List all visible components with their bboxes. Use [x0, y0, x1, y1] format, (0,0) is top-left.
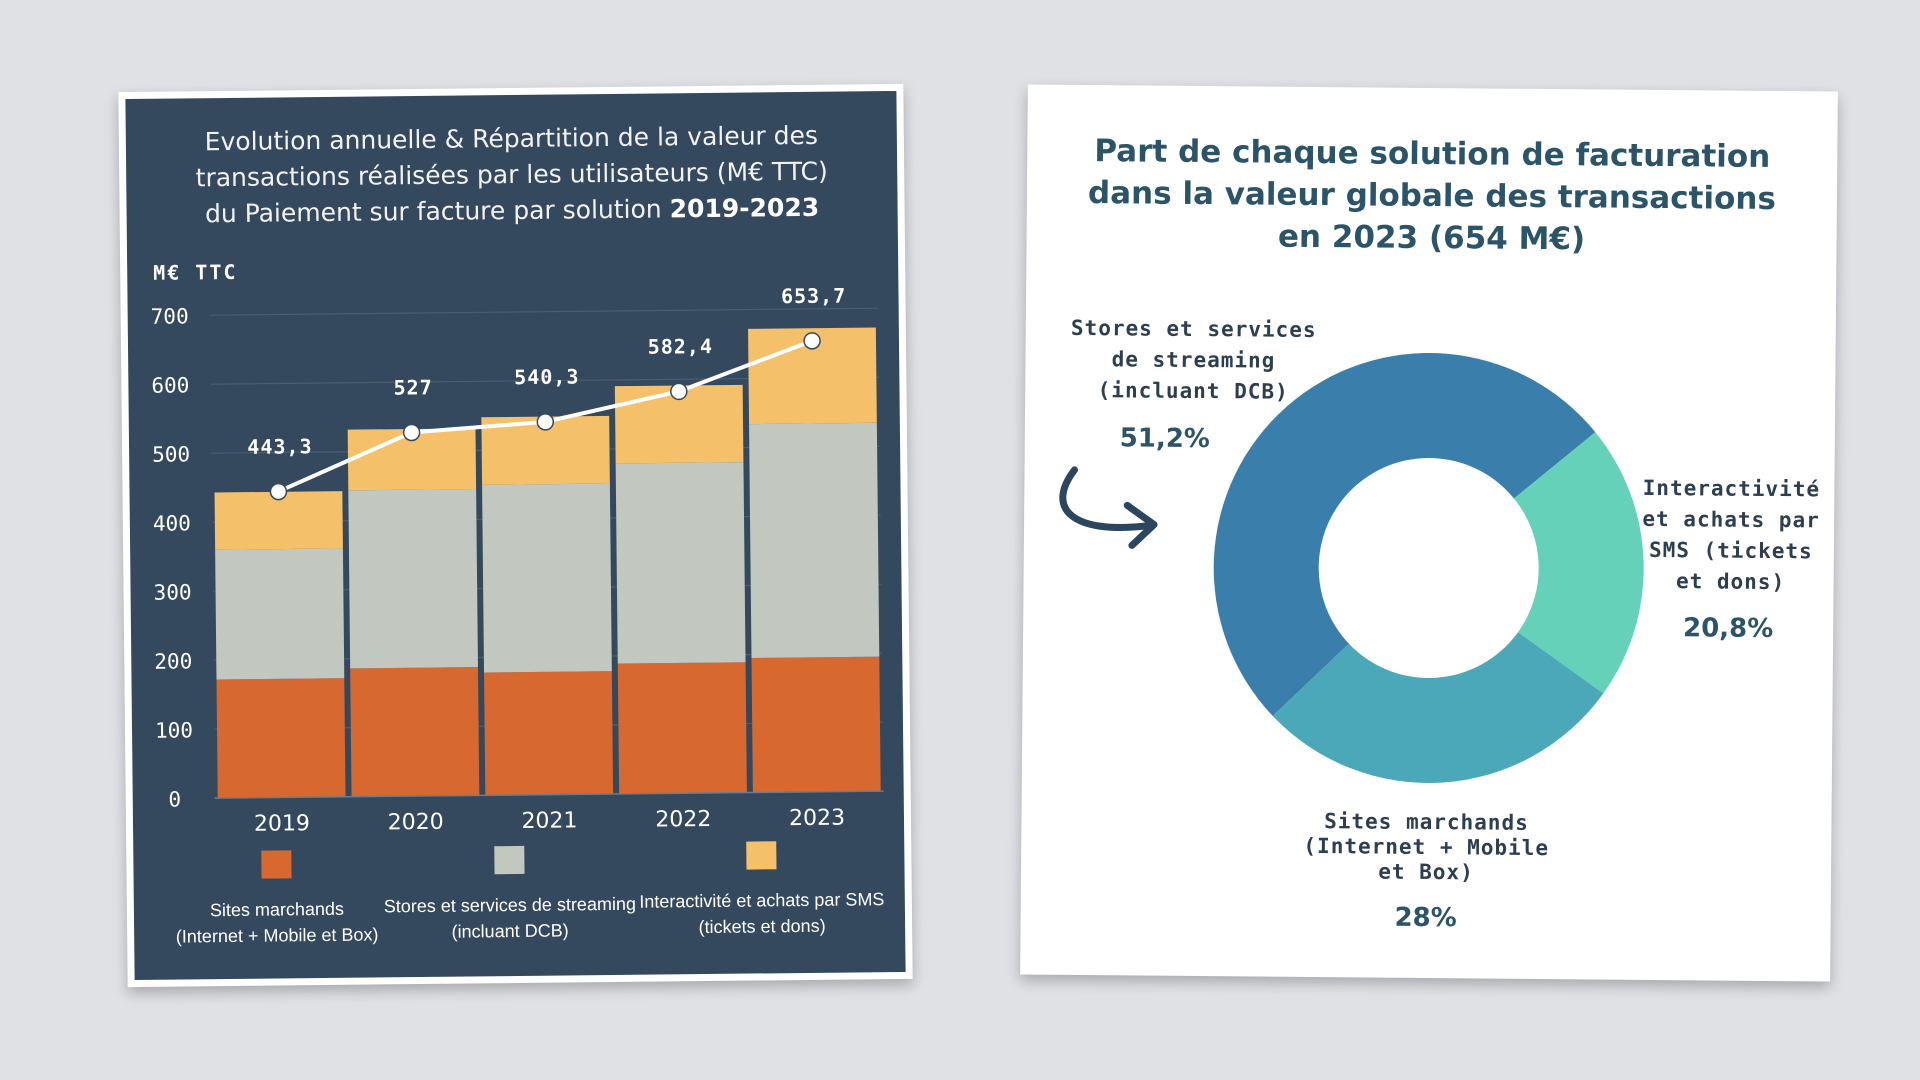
bar-segment-2: [749, 422, 880, 658]
y-tick-label: 200: [154, 649, 192, 673]
bar-segment-3: [214, 491, 343, 550]
y-tick-label: 400: [153, 511, 191, 535]
bar-segment-1: [216, 678, 346, 799]
legend-swatch-1: [261, 850, 292, 879]
sms-label-line-2: et achats par: [1642, 506, 1820, 533]
total-line-point: [670, 382, 688, 401]
total-line-label: 540,3: [514, 365, 579, 390]
sms-label-line-4: et dons): [1675, 569, 1786, 595]
sites-label-line-3: et Box): [1378, 859, 1474, 885]
total-line-label: 443,3: [247, 434, 312, 459]
y-gridline: [209, 307, 879, 316]
bar-segment-2: [348, 489, 478, 669]
stacked-bar-chart-card: Evolution annuelle & Répartition de la v…: [118, 83, 913, 988]
donut-slice-2: [1513, 432, 1644, 694]
total-line-label: 653,7: [781, 283, 846, 308]
y-tick-label: 700: [151, 304, 189, 328]
bar-segment-2: [615, 462, 746, 664]
total-line-label: 527: [393, 375, 432, 399]
y-tick-label: 100: [155, 718, 193, 742]
y-tick-label: 300: [153, 580, 191, 604]
streaming-slice-label: Stores et services de streaming (incluan…: [1043, 313, 1344, 409]
total-line-point: [803, 332, 821, 350]
legend-label-line-2: (Internet + Mobile et Box): [176, 924, 379, 946]
total-line-point: [269, 482, 288, 501]
streaming-slice-percent: 51,2%: [1119, 423, 1211, 455]
total-line-label: 582,4: [648, 334, 713, 359]
donut-chart-card: Part de chaque solution de facturation d…: [1020, 84, 1838, 982]
x-tick-label: 2019: [254, 811, 310, 837]
donut-slice-1: [1213, 353, 1596, 716]
donut-chart-svg: [1059, 353, 1644, 783]
bar-segment-3: [347, 428, 477, 491]
y-tick-label: 600: [151, 373, 189, 397]
x-tick-label: 2020: [388, 810, 444, 836]
sms-label-line-3: SMS (tickets: [1648, 537, 1813, 564]
streaming-label-line-2: de streaming: [1111, 347, 1276, 373]
bar-segment-2: [215, 548, 345, 680]
bar-segment-3: [614, 384, 744, 464]
x-tick-label: 2021: [521, 808, 577, 834]
bar-chart-svg: 0 100 200 300 400 500 600 700 2019 2020 2021 2022 20…: [151, 283, 885, 946]
total-line-point: [402, 423, 421, 442]
sites-slice-percent: 28%: [1394, 902, 1457, 934]
legend-label-line-2: (incluant DCB): [452, 920, 569, 941]
legend-label-line-2: (tickets et dons): [698, 916, 825, 937]
legend-label-line-1: Sites marchands: [210, 899, 344, 920]
curved-arrow-head-icon: [1123, 501, 1158, 549]
curved-arrow-icon: [1059, 466, 1153, 531]
legend-swatch-3: [746, 841, 777, 870]
x-tick-label: 2022: [655, 807, 711, 833]
total-line-point: [536, 413, 555, 431]
legend-label-line-1: Interactivité et achats par SMS: [639, 889, 884, 912]
stacked-bar-chart-panel: Evolution annuelle & Répartition de la v…: [125, 90, 906, 981]
y-tick-label: 0: [168, 788, 181, 812]
sms-slice-label: Interactivité et achats par SMS (tickets…: [1635, 473, 1826, 599]
bar-segment-3: [481, 415, 610, 485]
bar-segment-1: [751, 656, 881, 793]
sites-slice-label: Sites marchands (Internet + Mobile et Bo…: [1266, 809, 1587, 887]
y-tick-label: 500: [152, 442, 190, 466]
bar-segment-1: [617, 662, 747, 794]
streaming-label-line-1: Stores et services: [1070, 315, 1317, 343]
sms-slice-percent: 20,8%: [1682, 613, 1774, 645]
x-tick-label: 2023: [789, 806, 845, 832]
legend-label-line-1: Stores et services de streaming: [384, 894, 636, 917]
bar-segment-2: [482, 483, 612, 673]
sites-label-line-2: (Internet + Mobile: [1303, 833, 1550, 861]
bar-segment-1: [484, 671, 614, 796]
streaming-label-line-3: (incluant DCB): [1097, 378, 1289, 404]
sms-label-line-1: Interactivité: [1642, 475, 1821, 502]
bar-segment-1: [350, 667, 480, 797]
sites-label-line-1: Sites marchands: [1324, 809, 1529, 835]
donut-slice-3: [1272, 632, 1604, 783]
x-axis-line: [214, 790, 884, 799]
legend-swatch-2: [494, 845, 525, 875]
